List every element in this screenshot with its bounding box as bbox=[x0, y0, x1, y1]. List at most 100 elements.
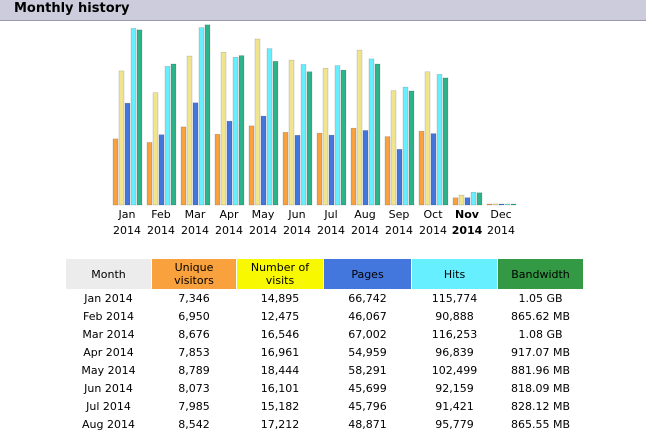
table-row: Jul 2014 7,985 15,182 45,796 91,421 828.12 MB bbox=[66, 398, 583, 415]
bar-number-of-visits-aug bbox=[356, 49, 363, 206]
table-row: Aug 2014 8,542 17,212 48,871 95,779 865.55 MB bbox=[66, 416, 583, 433]
bar-unique-visitors-feb bbox=[146, 142, 153, 206]
month-name: Aug bbox=[354, 208, 376, 221]
bar-unique-visitors-dec bbox=[486, 203, 493, 206]
bar-unique-visitors-sep bbox=[384, 136, 391, 206]
bar-hits-jan bbox=[130, 28, 137, 206]
month-label-sep: Sep 2014 bbox=[382, 207, 416, 239]
bar-hits-may bbox=[266, 48, 273, 206]
table-cell: 48,871 bbox=[348, 418, 387, 431]
bar-hits-aug bbox=[368, 58, 375, 206]
month-year: 2014 bbox=[385, 224, 413, 237]
section-title: Monthly history bbox=[14, 1, 130, 16]
table-cell: 102,499 bbox=[431, 364, 478, 377]
table-cell: 6,950 bbox=[178, 310, 210, 323]
month-label-mar: Mar 2014 bbox=[178, 207, 212, 239]
hits-header: Hits bbox=[412, 259, 497, 289]
table-row: Apr 2014 7,853 16,961 54,959 96,839 917.07 MB bbox=[66, 344, 583, 361]
monthly-history-table: Month Unique visitors Number of visits Page… bbox=[65, 258, 584, 434]
table-cell: 96,839 bbox=[435, 346, 474, 359]
table-row: Jun 2014 8,073 16,101 45,699 92,159 818.09 MB bbox=[66, 380, 583, 397]
table-cell: 67,002 bbox=[348, 328, 387, 341]
month-name: Apr bbox=[219, 208, 239, 221]
table-cell: Apr 2014 bbox=[83, 346, 134, 359]
month-name: Jul bbox=[324, 208, 338, 221]
table-cell: 18,444 bbox=[260, 364, 300, 377]
table-cell: Jan 2014 bbox=[84, 292, 133, 305]
bar-hits-jul bbox=[334, 65, 341, 206]
bar-number-of-visits-dec bbox=[492, 203, 499, 206]
table-cell: 8,542 bbox=[178, 418, 210, 431]
table-cell: 115,774 bbox=[431, 292, 478, 305]
month-label-apr: Apr 2014 bbox=[212, 207, 246, 239]
bar-bandwidth-jul bbox=[340, 69, 347, 206]
month-year: 2014 bbox=[419, 224, 447, 237]
month-year: 2014 bbox=[351, 224, 379, 237]
visits-header: Number of visits bbox=[237, 259, 323, 289]
bar-unique-visitors-jan bbox=[112, 138, 119, 206]
month-label-dec: Dec 2014 bbox=[484, 207, 518, 239]
month-label-jun: Jun 2014 bbox=[280, 207, 314, 239]
bar-hits-nov bbox=[470, 191, 477, 206]
table-cell: Jul 2014 bbox=[86, 400, 131, 413]
bar-unique-visitors-nov bbox=[452, 197, 459, 206]
section-title-bar: Monthly history bbox=[0, 0, 646, 21]
table-row: Feb 2014 6,950 12,475 46,067 90,888 865.62 MB bbox=[66, 308, 583, 325]
month-name: Oct bbox=[423, 208, 443, 221]
month-year: 2014 bbox=[249, 224, 277, 237]
table-cell: 818.09 MB bbox=[510, 382, 571, 395]
table-cell: Feb 2014 bbox=[83, 310, 134, 323]
bar-bandwidth-feb bbox=[170, 63, 177, 206]
bar-number-of-visits-sep bbox=[390, 90, 397, 206]
pages-header: Pages bbox=[324, 259, 411, 289]
table-cell: Aug 2014 bbox=[82, 418, 135, 431]
table-cell: 16,101 bbox=[260, 382, 300, 395]
table-cell: 15,182 bbox=[260, 400, 300, 413]
table-cell: 16,961 bbox=[260, 346, 300, 359]
month-name: Jan bbox=[118, 208, 136, 221]
table-cell: May 2014 bbox=[81, 364, 136, 377]
bar-pages-jul bbox=[328, 134, 335, 206]
table-cell: 16,546 bbox=[260, 328, 300, 341]
bar-bandwidth-apr bbox=[238, 55, 245, 206]
table-cell: 46,067 bbox=[348, 310, 387, 323]
table-cell: 12,475 bbox=[260, 310, 300, 323]
bar-number-of-visits-may bbox=[254, 38, 261, 206]
month-label-jul: Jul 2014 bbox=[314, 207, 348, 239]
table-cell: 58,291 bbox=[348, 364, 387, 377]
bar-bandwidth-may bbox=[272, 61, 279, 206]
bar-hits-sep bbox=[402, 86, 409, 206]
table-row: Mar 2014 8,676 16,546 67,002 116,253 1.08 GB bbox=[66, 326, 583, 343]
table-cell: 865.62 MB bbox=[510, 310, 571, 323]
bar-number-of-visits-mar bbox=[186, 55, 193, 206]
month-year: 2014 bbox=[215, 224, 243, 237]
table-cell: 1.08 GB bbox=[518, 328, 563, 341]
month-year: 2014 bbox=[451, 224, 483, 237]
bar-bandwidth-sep bbox=[408, 90, 415, 206]
bar-hits-oct bbox=[436, 74, 443, 206]
table-cell: 54,959 bbox=[348, 346, 387, 359]
bar-pages-apr bbox=[226, 120, 233, 206]
bar-bandwidth-aug bbox=[374, 63, 381, 206]
bar-number-of-visits-nov bbox=[458, 194, 465, 206]
bar-pages-may bbox=[260, 115, 267, 206]
table-cell: 45,796 bbox=[348, 400, 387, 413]
table-cell: 7,853 bbox=[178, 346, 210, 359]
month-name: Dec bbox=[490, 208, 512, 221]
bar-pages-aug bbox=[362, 130, 369, 206]
month-name: Nov bbox=[455, 208, 479, 221]
month-year: 2014 bbox=[317, 224, 345, 237]
table-cell: 90,888 bbox=[435, 310, 474, 323]
table-cell: 95,779 bbox=[435, 418, 474, 431]
table-cell: 45,699 bbox=[348, 382, 387, 395]
table-row: May 2014 8,789 18,444 58,291 102,499 881.96 M… bbox=[66, 362, 583, 379]
bar-unique-visitors-jun bbox=[282, 132, 289, 206]
bar-pages-feb bbox=[158, 134, 165, 206]
bar-pages-oct bbox=[430, 133, 437, 206]
bar-number-of-visits-jul bbox=[322, 68, 329, 206]
month-year: 2014 bbox=[283, 224, 311, 237]
month-label-aug: Aug 2014 bbox=[348, 207, 382, 239]
table-cell: 66,742 bbox=[348, 292, 387, 305]
bar-bandwidth-jun bbox=[306, 71, 313, 206]
table-cell: 917.07 MB bbox=[510, 346, 571, 359]
